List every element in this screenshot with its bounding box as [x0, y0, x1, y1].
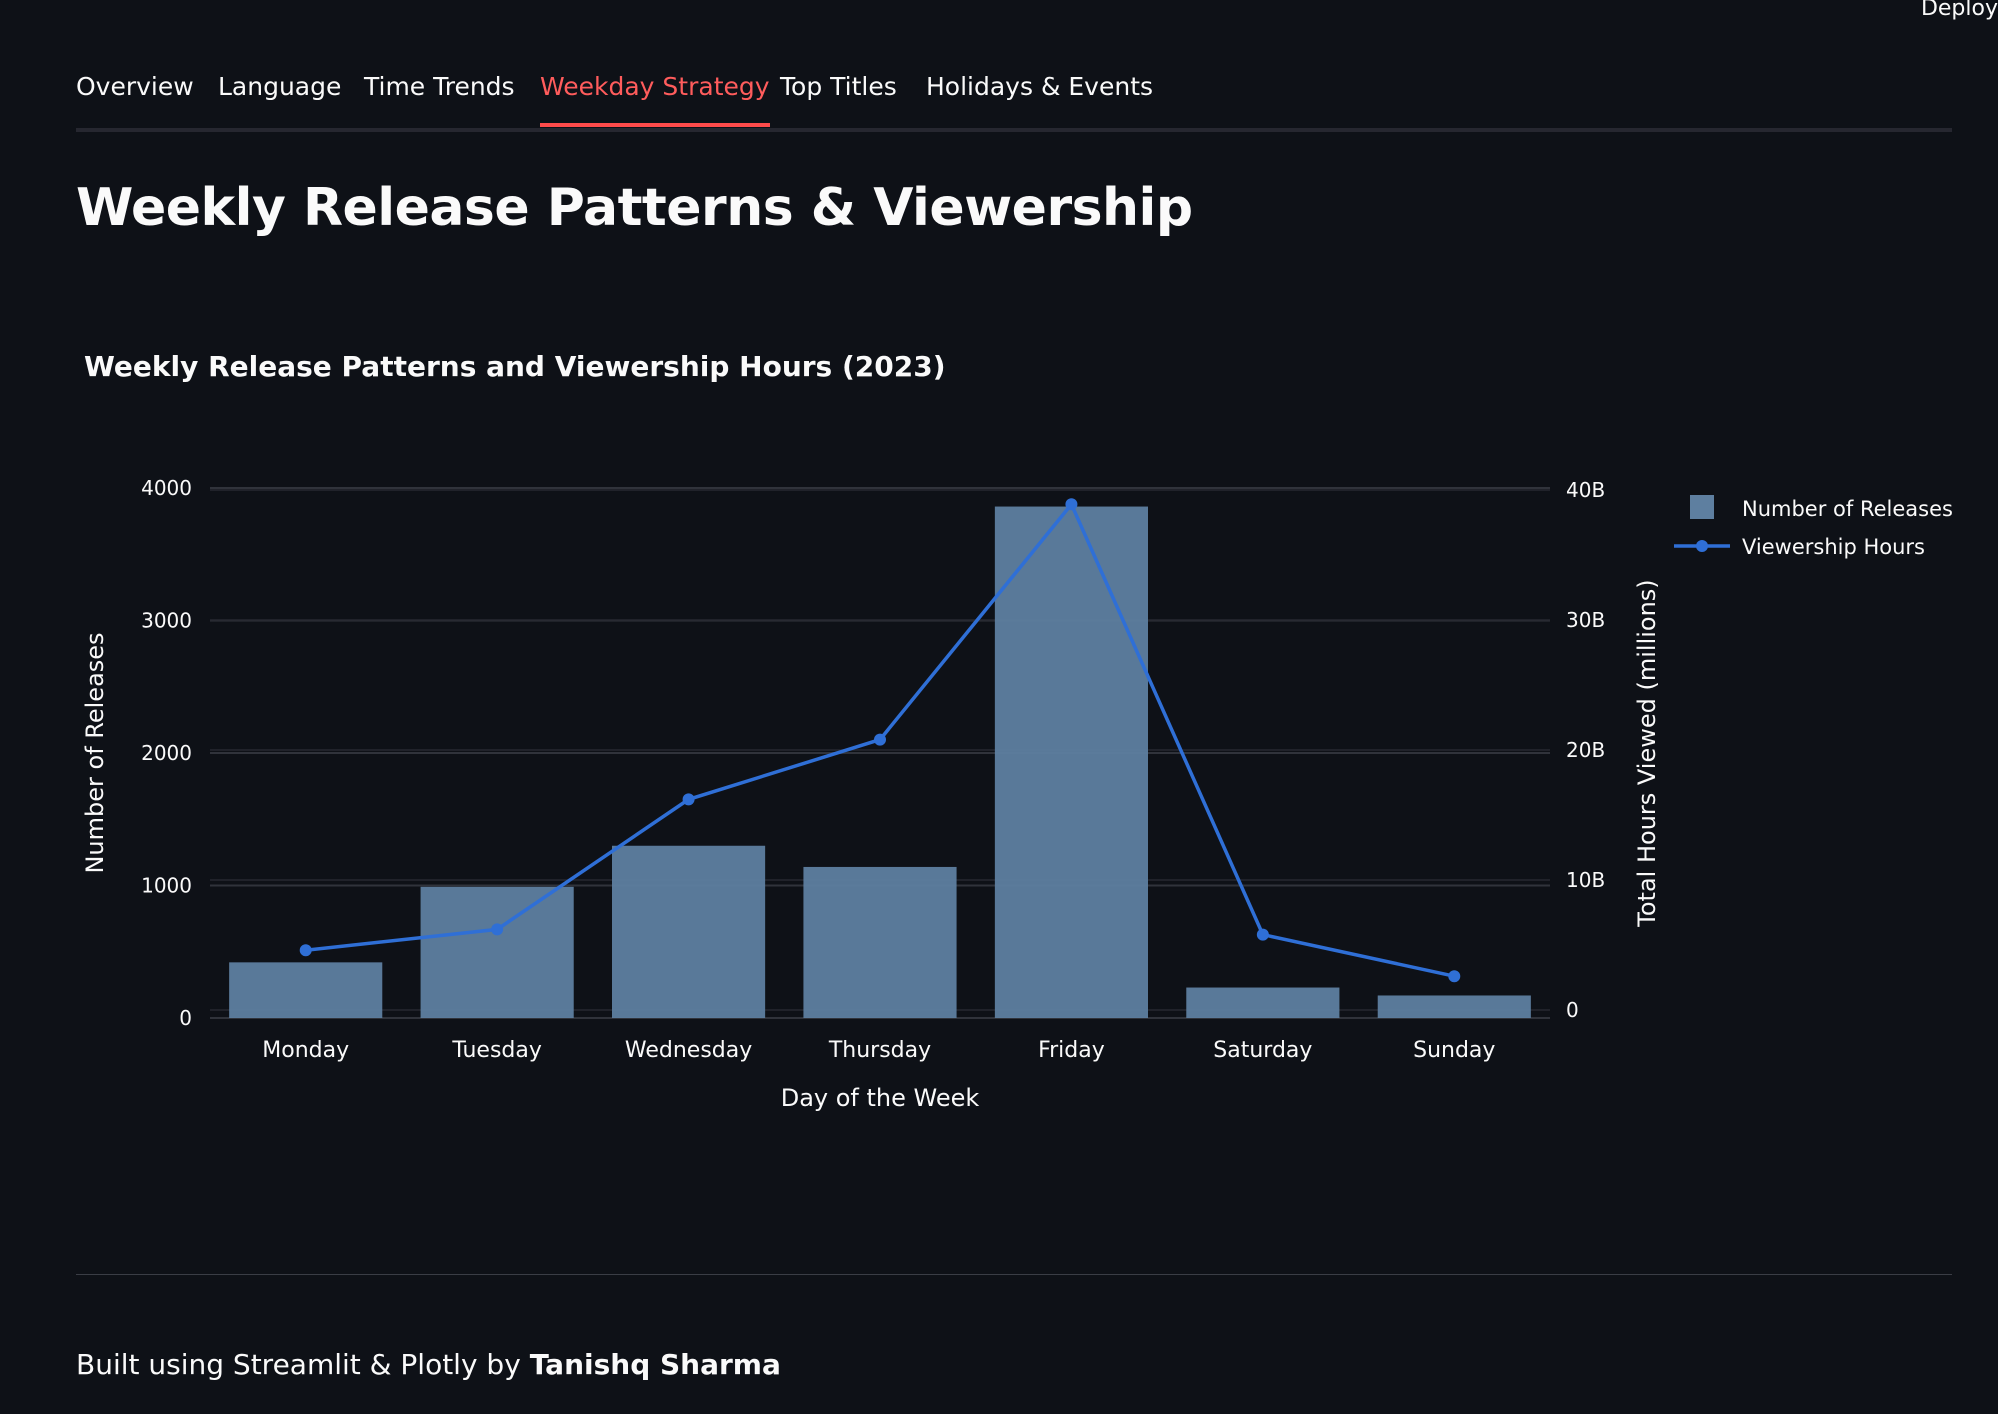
deploy-button[interactable]: Deploy	[1920, 0, 1998, 21]
x-tick-label: Sunday	[1413, 1038, 1495, 1063]
legend-label-releases[interactable]: Number of Releases	[1742, 497, 1953, 521]
axes: 0 1000 2000 3000 4000 0 10B 20B 30B 40B Monday Tues…	[81, 476, 1661, 1112]
y2-axis-title: Total Hours Viewed (millions)	[1633, 579, 1661, 927]
line-point-friday[interactable]	[1065, 498, 1078, 511]
x-tick-label: Tuesday	[451, 1038, 542, 1063]
y2-tick-label: 20B	[1566, 738, 1605, 762]
line-series[interactable]	[299, 498, 1461, 983]
tab-language[interactable]: Language	[218, 72, 342, 101]
chart-title: Weekly Release Patterns and Viewership H…	[84, 350, 946, 383]
x-tick-label: Friday	[1038, 1038, 1105, 1063]
tab-top-titles[interactable]: Top Titles	[780, 72, 897, 101]
bar-friday[interactable]	[994, 506, 1148, 1018]
line-point-sunday[interactable]	[1448, 970, 1461, 983]
y2-tick-label: 10B	[1566, 868, 1605, 892]
footer-credit: Built using Streamlit & Plotly by Tanish…	[76, 1348, 781, 1381]
line-point-wednesday[interactable]	[682, 793, 695, 806]
tab-weekday-strategy[interactable]: Weekday Strategy	[540, 72, 770, 127]
y2-tick-label: 40B	[1566, 478, 1605, 502]
tab-holidays-events[interactable]: Holidays & Events	[926, 72, 1154, 101]
tab-bar: Overview Language Time Trends Weekday St…	[76, 64, 1952, 132]
x-tick-label: Monday	[262, 1038, 349, 1063]
bar-wednesday[interactable]	[612, 845, 766, 1018]
y-tick-label: 2000	[141, 741, 192, 765]
x-tick-label: Thursday	[828, 1038, 931, 1063]
chart: 0 1000 2000 3000 4000 0 10B 20B 30B 40B Monday Tues…	[81, 476, 1953, 1112]
x-axis-title: Day of the Week	[781, 1084, 980, 1112]
bar-saturday[interactable]	[1186, 987, 1340, 1018]
legend[interactable]: Number of Releases Viewership Hours	[1674, 495, 1953, 559]
y-tick-label: 1000	[141, 874, 192, 898]
y-tick-label: 3000	[141, 609, 192, 633]
footer-author: Tanishq Sharma	[529, 1348, 781, 1381]
tab-overview[interactable]: Overview	[76, 72, 194, 101]
line-point-saturday[interactable]	[1256, 928, 1269, 941]
bar-series[interactable]	[229, 506, 1531, 1018]
y-axis-title: Number of Releases	[81, 632, 109, 873]
page-title: Weekly Release Patterns & Viewership	[76, 178, 1193, 238]
bar-thursday[interactable]	[803, 866, 957, 1018]
legend-swatch-releases	[1690, 495, 1714, 519]
x-tick-label: Wednesday	[625, 1038, 752, 1063]
bar-sunday[interactable]	[1377, 995, 1531, 1018]
bar-monday[interactable]	[229, 962, 383, 1018]
legend-label-viewership[interactable]: Viewership Hours	[1742, 535, 1925, 559]
bar-tuesday[interactable]	[420, 886, 574, 1018]
legend-marker-viewership	[1696, 540, 1708, 552]
line-point-tuesday[interactable]	[491, 923, 504, 936]
divider	[76, 1274, 1952, 1275]
line-point-monday[interactable]	[299, 944, 312, 957]
y-tick-label: 0	[179, 1006, 192, 1030]
y2-tick-label: 0	[1566, 998, 1579, 1022]
tab-time-trends[interactable]: Time Trends	[364, 72, 515, 101]
footer-prefix: Built using Streamlit & Plotly by	[76, 1348, 530, 1381]
line-point-thursday[interactable]	[874, 733, 886, 746]
y2-tick-label: 30B	[1566, 608, 1605, 632]
y-tick-label: 4000	[141, 476, 192, 500]
x-tick-label: Saturday	[1213, 1038, 1312, 1063]
